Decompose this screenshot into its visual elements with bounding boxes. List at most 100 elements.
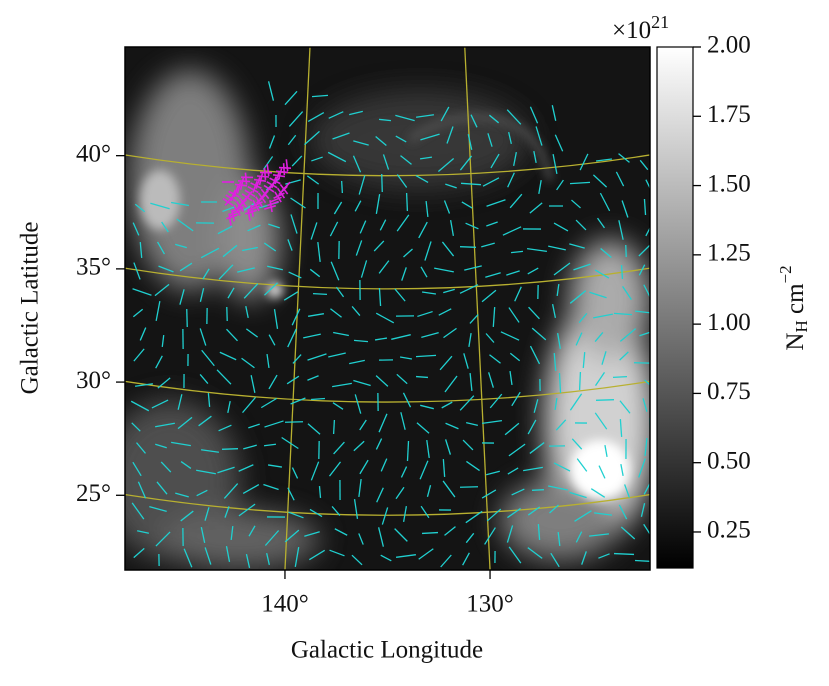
polarization-vector	[284, 529, 300, 543]
polarization-vector	[441, 401, 453, 409]
highlight-vector	[236, 181, 242, 194]
polarization-vector	[470, 114, 478, 128]
polarization-vector	[353, 499, 359, 519]
highlight-vector	[229, 209, 241, 216]
polarization-vector	[329, 549, 345, 557]
polarization-vector	[527, 419, 537, 435]
highlight-vector	[252, 180, 258, 193]
polarization-vector	[645, 226, 650, 237]
polarization-vector	[415, 174, 429, 184]
polarization-vector	[420, 133, 440, 141]
polarization-vector	[402, 506, 408, 522]
polarization-vector	[643, 284, 650, 298]
polarization-vector	[555, 419, 567, 431]
polarization-vector	[509, 352, 521, 362]
polarization-vector	[284, 421, 304, 423]
polarization-vector	[306, 175, 320, 185]
polarization-vector	[482, 177, 500, 187]
polarization-vector	[618, 220, 624, 240]
polarization-vector	[438, 308, 452, 316]
highlight-vector	[222, 197, 234, 207]
polarization-vector	[292, 354, 302, 364]
polarization-vector	[133, 348, 145, 362]
polarization-vector	[291, 308, 301, 326]
polarization-vector	[237, 267, 255, 273]
polarization-vector	[640, 503, 646, 517]
highlight-vector	[241, 193, 253, 202]
polarization-vector	[425, 200, 429, 218]
y-tick-label: 35°	[76, 254, 111, 281]
colorbar-subscript: H	[792, 320, 811, 332]
polarization-vector	[154, 283, 170, 297]
polarization-vector	[243, 203, 255, 211]
polarization-vector	[643, 483, 650, 495]
polarization-vector	[421, 331, 439, 339]
polarization-vector	[588, 533, 610, 537]
colorbar-tick-label: 1.75	[707, 101, 751, 128]
polarization-vector	[394, 288, 406, 302]
polarization-vector	[310, 222, 318, 240]
polarization-vector	[179, 262, 193, 272]
polarization-vector	[485, 272, 501, 278]
polarization-vector	[378, 260, 390, 274]
polarization-vector	[241, 357, 255, 369]
highlight-vector	[250, 204, 254, 217]
polarization-vector	[349, 359, 365, 365]
colorbar-tick-label: 2.00	[707, 32, 751, 59]
polarization-vector	[309, 508, 323, 518]
polarization-vector	[511, 391, 521, 407]
polarization-vector	[439, 355, 453, 371]
highlight-vector	[226, 214, 238, 220]
polarization-vector	[465, 510, 483, 524]
x-tick-label: 130°	[466, 591, 514, 618]
polarization-vector	[284, 90, 298, 106]
polarization-vector	[600, 248, 612, 258]
polarization-vector	[307, 111, 325, 123]
polarization-vector	[288, 271, 302, 279]
polarization-vector	[643, 523, 650, 536]
highlight-vector	[248, 205, 260, 212]
polarization-vector	[331, 506, 341, 516]
highlight-vector	[282, 163, 286, 176]
polarization-vector	[481, 242, 495, 248]
polarization-vector	[529, 106, 539, 124]
polarization-vector	[553, 352, 557, 372]
polarization-vector	[308, 313, 324, 317]
polarization-vector	[353, 140, 369, 146]
polarization-vector	[332, 419, 336, 435]
polarization-vector	[487, 133, 493, 147]
polarization-vector	[401, 267, 407, 281]
polarization-vector	[160, 461, 172, 473]
polarization-vector	[571, 199, 581, 209]
polarization-vector	[482, 420, 502, 424]
highlight-vector	[239, 177, 245, 190]
polarization-vector	[378, 287, 382, 307]
polarization-vector	[595, 399, 615, 401]
polarization-vector	[200, 247, 220, 259]
polarization-vector	[593, 512, 613, 516]
polarization-vector	[576, 458, 588, 472]
polarization-vector	[309, 268, 321, 278]
polarization-vector	[554, 134, 564, 152]
polarization-vector	[161, 334, 165, 348]
polarization-vector	[506, 270, 520, 276]
polarization-vector	[556, 283, 560, 297]
polarization-vector	[175, 492, 189, 498]
polarization-vector	[509, 193, 523, 209]
polarization-vector	[268, 334, 276, 346]
polarization-vector	[216, 369, 232, 385]
polarization-vector	[437, 158, 455, 172]
polarization-vector	[550, 552, 560, 568]
polarization-vector	[417, 310, 433, 318]
polarization-vector	[198, 415, 212, 427]
polarization-vector	[554, 397, 558, 411]
highlight-vector	[225, 194, 237, 202]
colorbar-exponent: −2	[776, 265, 795, 283]
highlight-vector	[270, 196, 282, 203]
polarization-vector	[351, 306, 361, 316]
colorbar-tick-label: 1.25	[707, 240, 751, 267]
polarization-vector	[202, 268, 210, 280]
polarization-vector	[415, 114, 435, 118]
polarization-vector	[250, 375, 256, 393]
polarization-vector	[592, 174, 608, 188]
